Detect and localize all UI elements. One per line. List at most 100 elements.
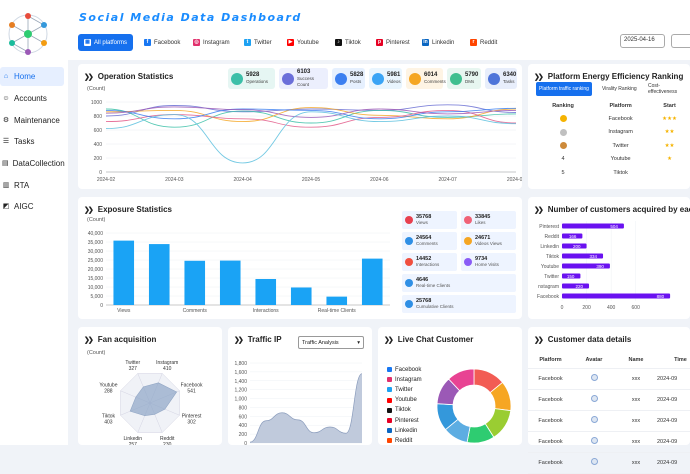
avatar-cell xyxy=(573,452,615,474)
column-header: Platform xyxy=(528,352,573,369)
sidebar-item-datacollection[interactable]: ▤ DataCollection xyxy=(0,154,65,173)
livechat-donut-chart xyxy=(436,368,512,444)
stat-icon xyxy=(405,237,413,245)
livechat-item[interactable]: Instagram xyxy=(387,375,422,384)
x-tick-label: 2024-06 xyxy=(370,177,389,183)
stat-chip: 5790 DMs xyxy=(447,68,481,89)
operation-statistics-card: ❯❯ Operation Statistics (Count) 5928 Opera… xyxy=(78,64,522,189)
exposure-stat: 14452 Interactions xyxy=(402,253,457,271)
date-start-input[interactable]: 2025-04-16 xyxy=(620,34,665,48)
ranking-tabs: Platform traffic ranking Virality Rankin… xyxy=(536,82,690,96)
traffic-analysis-select[interactable]: Traffic Analysis ▾ xyxy=(298,336,364,349)
column-header: Platform xyxy=(609,103,632,109)
chevron-right-icon: ❯❯ xyxy=(84,336,94,344)
live-chat-card: ❯❯ Live Chat Customer Facebook Instagram Tw… xyxy=(378,327,522,445)
table-row[interactable]: Facebook xxx 2024-09 xyxy=(528,368,690,390)
tab-label: Linkedin xyxy=(432,39,455,46)
bar xyxy=(562,253,604,259)
tab-instagram[interactable]: ◎ Instagram xyxy=(190,34,233,51)
stat-icon xyxy=(405,300,413,308)
y-tick-label: nstagram xyxy=(538,284,559,290)
radar-label: Linkedin xyxy=(123,436,142,442)
livechat-item[interactable]: Twitter xyxy=(387,385,413,394)
table-row[interactable]: Facebook xxx 2024-09 xyxy=(528,389,690,411)
stat-label: Comments xyxy=(424,79,446,84)
avatar xyxy=(590,416,598,423)
y-tick-label: 30,000 xyxy=(88,249,104,255)
y-tick-label: 35,000 xyxy=(88,240,104,246)
chevron-right-icon: ❯❯ xyxy=(534,336,544,344)
stat-icon xyxy=(464,258,472,266)
bar xyxy=(562,283,590,289)
sidebar-item-label: Tasks xyxy=(14,137,35,146)
stat-value: 6014 xyxy=(424,72,438,78)
y-tick-label: Tiktok xyxy=(546,254,560,260)
radar-value: 410 xyxy=(163,366,172,372)
table-row[interactable]: Facebook xxx 2024-09 xyxy=(528,452,690,474)
livechat-item[interactable]: Linkedin xyxy=(387,426,417,435)
tab-traffic-ranking[interactable]: Platform traffic ranking xyxy=(536,82,592,96)
tab-pinterest[interactable]: p Pinterest xyxy=(373,34,413,51)
tab-label: Cost-effectiveness xyxy=(648,83,678,95)
stat-icon xyxy=(464,216,472,224)
tab-all-platforms[interactable]: ▦ All platforms xyxy=(78,34,134,51)
tab-cost-effectiveness[interactable]: Cost-effectiveness xyxy=(645,82,690,96)
chevron-right-icon: ❯❯ xyxy=(534,206,544,214)
bar xyxy=(562,243,587,249)
youtube-icon: ▶ xyxy=(287,39,294,46)
tab-twitter[interactable]: t Twitter xyxy=(241,34,275,51)
sidebar-item-home[interactable]: ⌂ Home xyxy=(0,67,64,86)
tasks-icon: ☰ xyxy=(2,137,10,145)
platform-cell: Youtube xyxy=(610,156,631,163)
time-cell: 2024-09 xyxy=(657,452,690,474)
data-label: 200 xyxy=(573,244,581,249)
stat-label: Videos Views xyxy=(475,241,502,246)
customers-acquired-card: ❯❯ Number of customers acquired by each 0… xyxy=(528,197,690,319)
radar-value: 541 xyxy=(187,388,196,394)
livechat-item[interactable]: Pinterest xyxy=(387,416,419,425)
sidebar-item-maintenance[interactable]: ⚙ Maintenance xyxy=(0,111,64,130)
livechat-label: Reddit xyxy=(395,437,413,444)
radar-label: Twitter xyxy=(125,360,140,366)
sidebar-item-tasks[interactable]: ☰ Tasks xyxy=(0,132,64,151)
stat-value: 24564 xyxy=(416,235,432,241)
table-row[interactable]: Facebook xxx 2024-09 xyxy=(528,431,690,453)
stat-value: 24671 xyxy=(475,235,491,241)
stat-icon xyxy=(335,72,347,85)
tab-virality-ranking[interactable]: Virality Ranking xyxy=(599,82,640,96)
tab-label: Pinterest xyxy=(386,39,410,46)
network-logo-icon xyxy=(8,13,48,55)
bar xyxy=(290,287,312,305)
exposure-stat: 25768 Cumulative Clients xyxy=(402,295,516,313)
name-cell: xxx xyxy=(615,410,657,432)
name-cell: xxx xyxy=(615,452,657,474)
stat-text: 6014 Comments xyxy=(424,72,446,85)
traffic-ip-card: ❯❯ Traffic IP Traffic Analysis ▾ 0 200 400 60… xyxy=(228,327,372,445)
tab-linkedin[interactable]: in Linkedin xyxy=(419,34,457,51)
y-tick-label: 800 xyxy=(239,405,248,411)
data-label: 880 xyxy=(657,294,665,299)
ranking-card: ❯❯ Platform Energy Efficiency Ranking Pla… xyxy=(528,64,690,189)
sidebar-item-rta[interactable]: ▥ RTA xyxy=(0,176,64,195)
sidebar-item-aigc[interactable]: ◩ AIGC xyxy=(0,197,64,216)
fan-acquisition-card: ❯❯ Fan acquisition (Count) Instagram 410 Fa… xyxy=(78,327,222,445)
livechat-item[interactable]: Facebook xyxy=(387,365,421,374)
tab-reddit[interactable]: r Reddit xyxy=(467,34,500,51)
avatar xyxy=(590,374,598,381)
tab-label: All platforms xyxy=(94,39,128,46)
date-end-input[interactable] xyxy=(671,34,690,48)
stat-text: 35768 Views xyxy=(416,214,431,226)
rank-value: 5 xyxy=(561,169,565,176)
tab-youtube[interactable]: ▶ Youtube xyxy=(284,34,322,51)
tab-tiktok[interactable]: ♪ Tiktok xyxy=(332,34,364,51)
sidebar-item-accounts[interactable]: ☺ Accounts xyxy=(0,89,64,108)
livechat-label: Linkedin xyxy=(395,427,418,434)
livechat-item[interactable]: Youtube xyxy=(387,396,417,405)
livechat-item[interactable]: Reddit xyxy=(387,436,412,445)
stat-value: 9734 xyxy=(475,256,488,262)
livechat-item[interactable]: Tiktok xyxy=(387,406,411,415)
chevron-right-icon: ❯❯ xyxy=(234,336,244,344)
operation-line-chart: 0 200 400 600 800 1000 2024-02 2024-03 2024-04 20… xyxy=(91,100,522,183)
tab-facebook[interactable]: f Facebook xyxy=(141,34,183,51)
table-row[interactable]: Facebook xxx 2024-09 xyxy=(528,410,690,432)
